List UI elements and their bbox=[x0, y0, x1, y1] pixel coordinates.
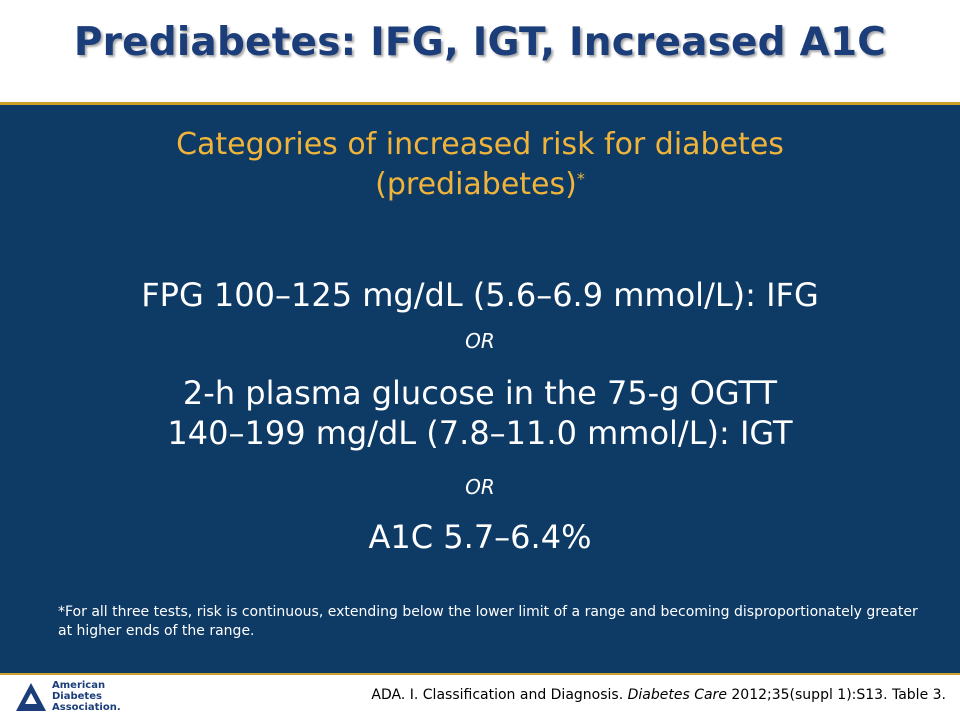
slide-title: Prediabetes: IFG, IGT, Increased A1C bbox=[73, 20, 887, 65]
title-divider bbox=[0, 102, 960, 105]
logo-line-3: Association. bbox=[52, 702, 121, 713]
or-separator-1: OR bbox=[465, 329, 495, 353]
slide-subtitle: Categories of increased risk for diabete… bbox=[60, 125, 900, 205]
ada-logo: American Diabetes Association. bbox=[14, 680, 124, 716]
subtitle-line-2: (prediabetes)* bbox=[60, 165, 900, 205]
ada-logo-text: American Diabetes Association. bbox=[52, 680, 121, 713]
criterion-fpg: FPG 100–125 mg/dL (5.6–6.9 mmol/L): IFG bbox=[141, 276, 819, 314]
ada-logo-icon bbox=[16, 683, 46, 711]
footnote: *For all three tests, risk is continuous… bbox=[58, 604, 918, 639]
footer-divider bbox=[0, 673, 960, 675]
criterion-a1c: A1C 5.7–6.4% bbox=[368, 518, 592, 556]
footer: American Diabetes Association. ADA. I. C… bbox=[0, 675, 960, 720]
criterion-ogtt-line-2: 140–199 mg/dL (7.8–11.0 mmol/L): IGT bbox=[167, 414, 793, 452]
logo-line-2: Diabetes bbox=[52, 691, 102, 702]
citation-journal: Diabetes Care bbox=[627, 687, 727, 703]
slide-body: Categories of increased risk for diabete… bbox=[0, 105, 960, 673]
logo-line-1: American bbox=[52, 680, 106, 691]
title-bar: Prediabetes: IFG, IGT, Increased A1C bbox=[0, 0, 960, 104]
subtitle-text-2: (prediabetes) bbox=[375, 167, 577, 202]
citation: ADA. I. Classification and Diagnosis. Di… bbox=[371, 687, 946, 703]
or-separator-2: OR bbox=[465, 475, 495, 499]
citation-text: ADA. I. Classification and Diagnosis. bbox=[371, 687, 628, 703]
footnote-marker: * bbox=[576, 169, 585, 188]
subtitle-line-1: Categories of increased risk for diabete… bbox=[176, 127, 784, 162]
citation-reference: 2012;35(suppl 1):S13. Table 3. bbox=[726, 687, 946, 703]
criterion-ogtt: 2-h plasma glucose in the 75-g OGTT 140–… bbox=[30, 373, 930, 453]
criterion-ogtt-line-1: 2-h plasma glucose in the 75-g OGTT bbox=[182, 374, 778, 412]
